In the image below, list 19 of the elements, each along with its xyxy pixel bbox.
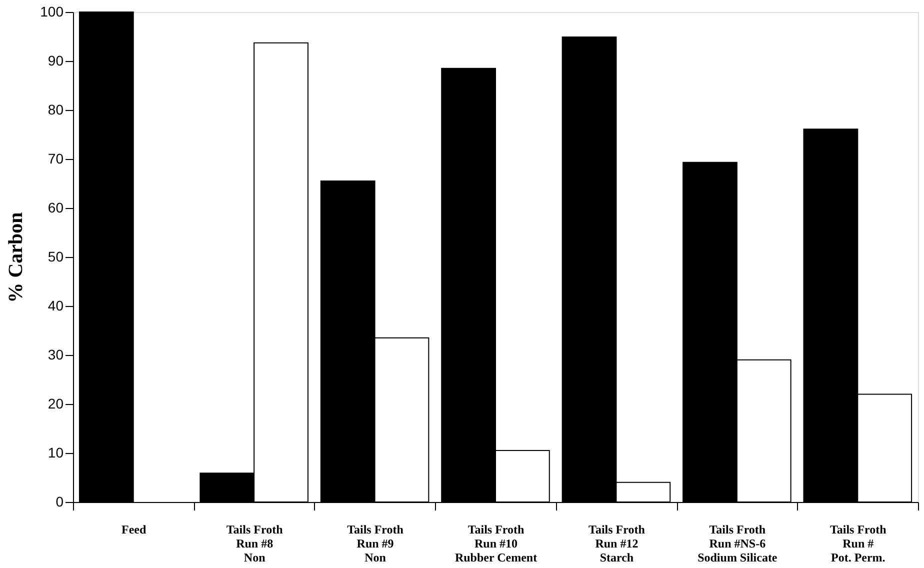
y-tick-label: 40 [48,298,64,314]
x-tick-label: Tails Froth Run #12 Starch [588,522,646,564]
y-tick-label: 100 [40,4,64,20]
x-tick-label: Tails Froth Run #NS-6 Sodium Silicate [698,522,778,564]
y-tick-label: 70 [48,150,64,166]
y-tick-label: 30 [48,346,64,362]
y-tick-label: 80 [48,102,64,118]
x-tick-label: Tails Froth Run #8 Non [226,522,284,564]
x-tick-label: Tails Froth Run # Pot. Perm. [830,522,887,564]
y-tick-label: 20 [48,396,64,412]
x-tick-label: Feed [122,522,147,536]
y-tick-label: 0 [56,494,64,510]
y-tick-label: 60 [48,200,64,216]
x-tick-label: Tails Froth Run #10 Rubber Cement [454,522,538,564]
y-axis-title: % Carbon [5,212,28,303]
y-tick-label: 90 [48,52,64,68]
y-tick-label: 50 [48,248,64,264]
y-tick-label: 10 [48,444,64,460]
x-tick-label: Tails Froth Run #9 Non [347,522,404,564]
